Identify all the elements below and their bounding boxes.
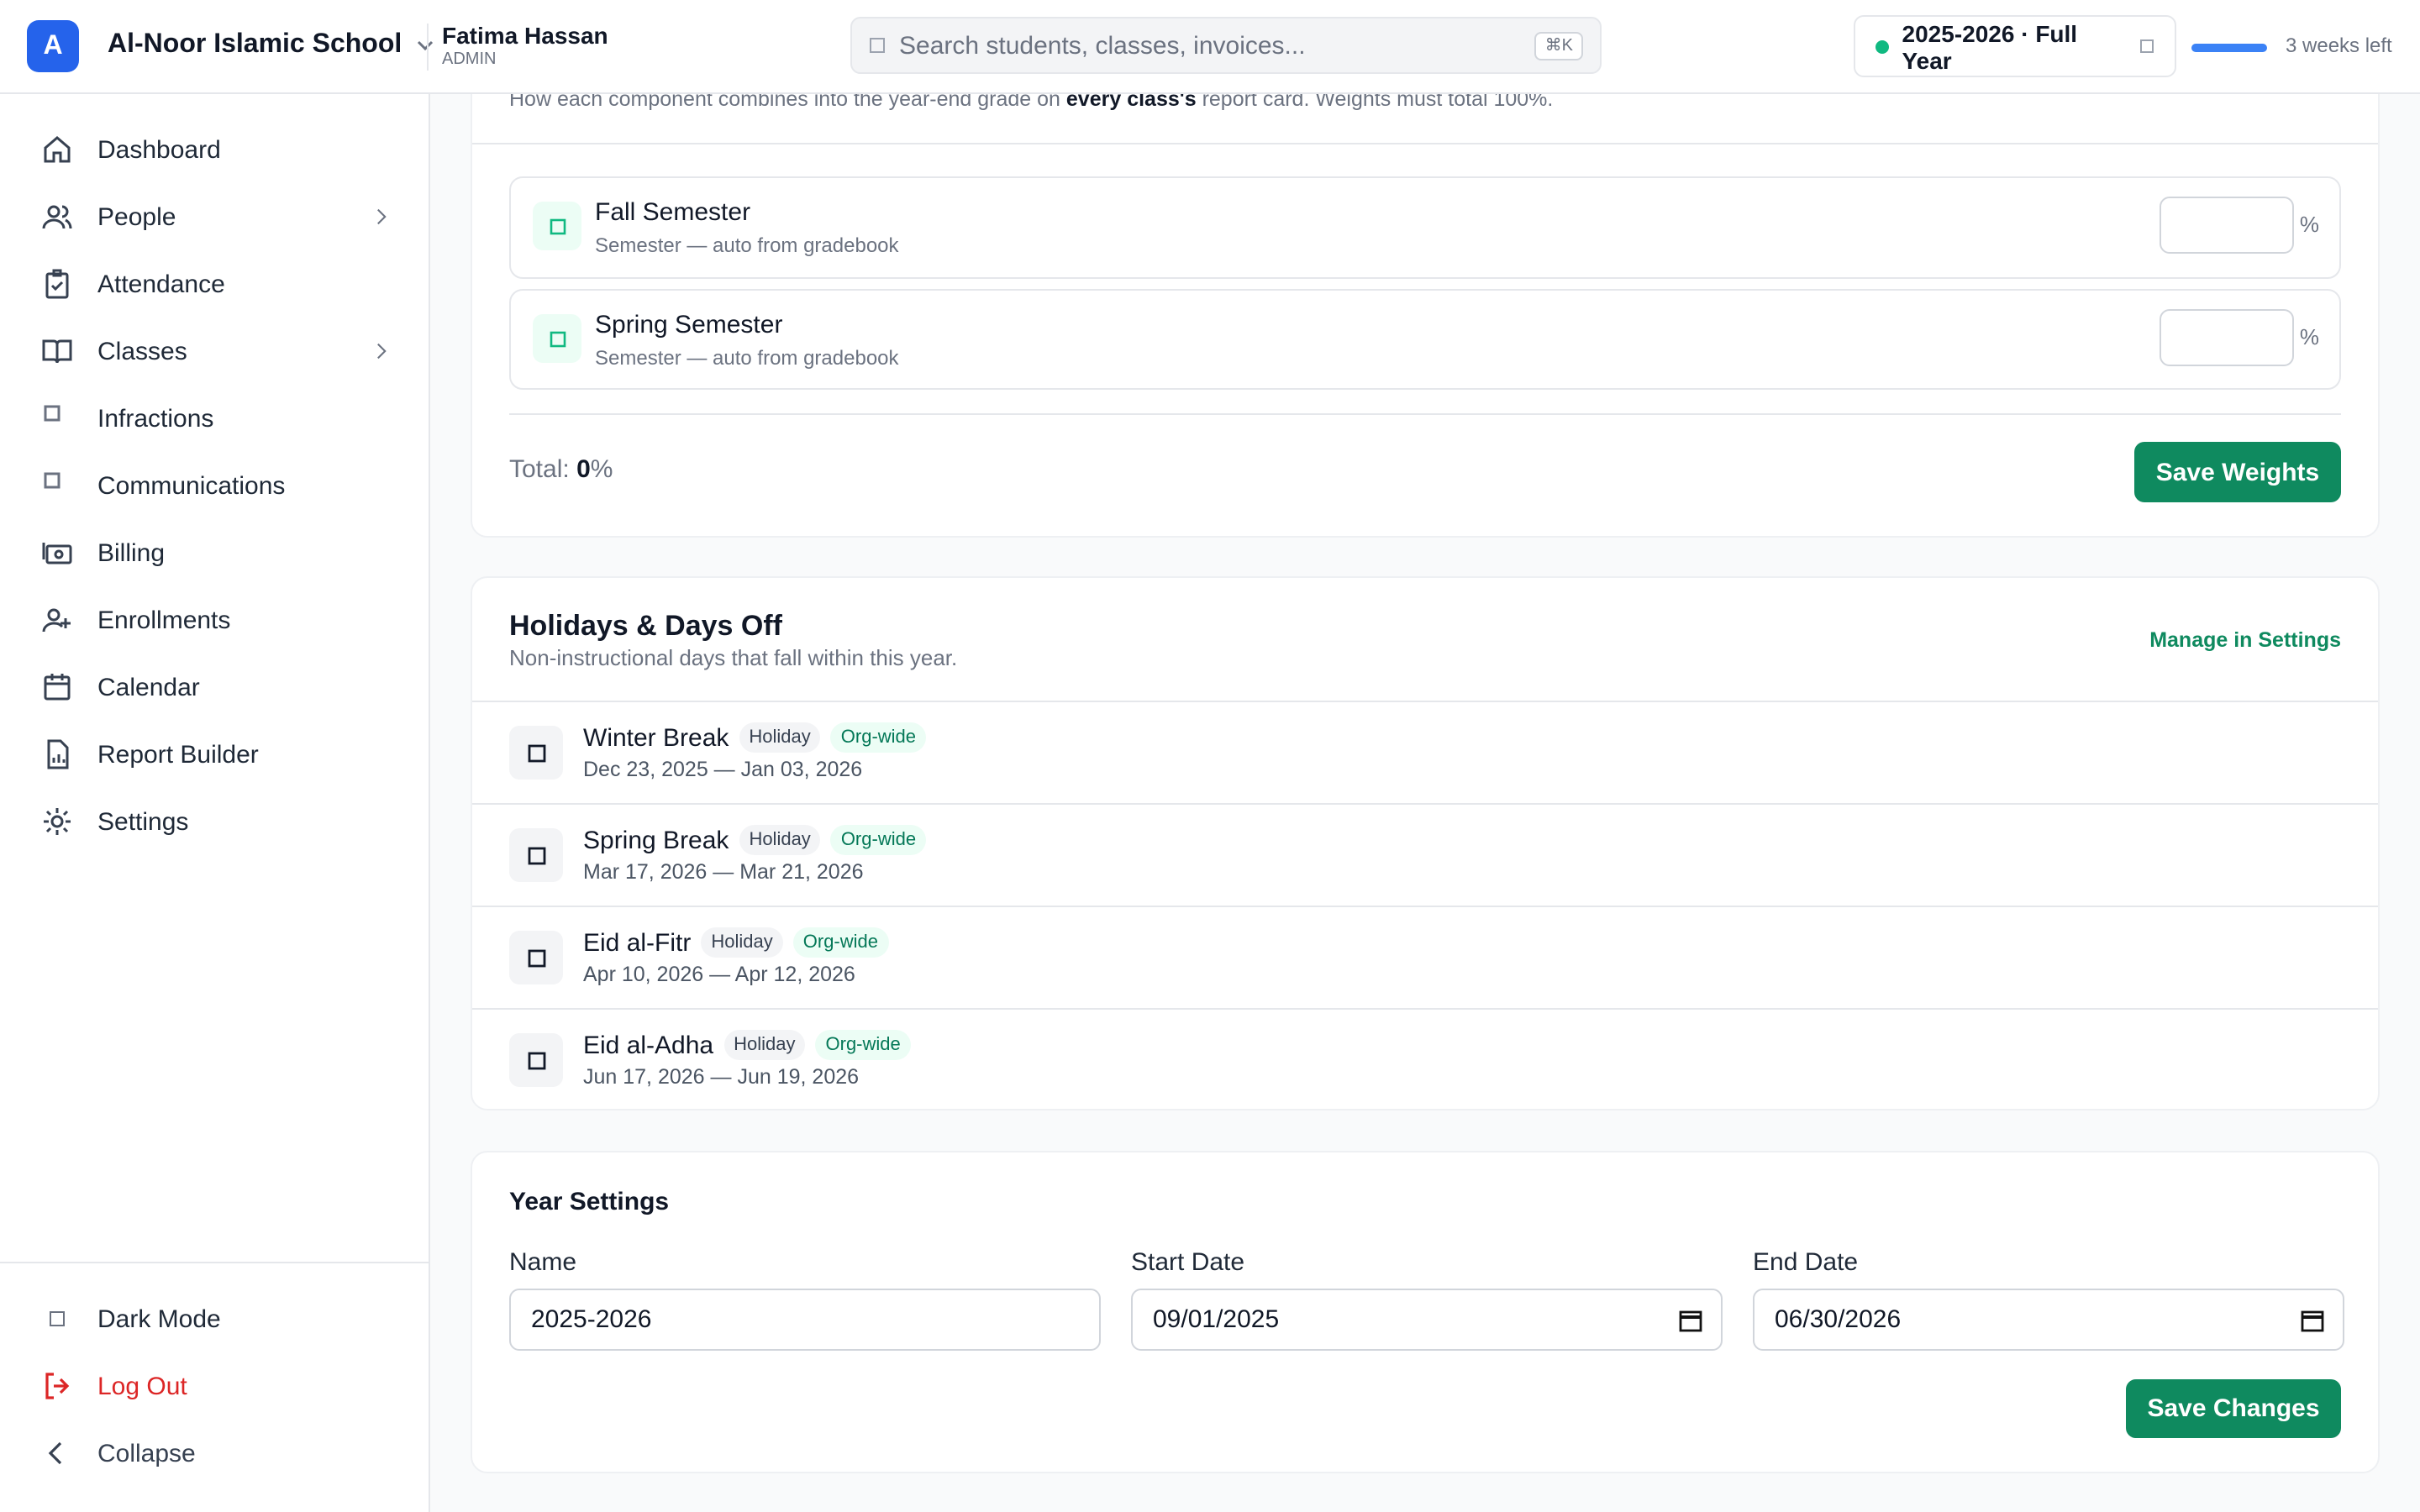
year-settings-card: Year Settings Save Changes Name Start Dat… [471,1151,2380,1473]
logo: A [27,20,79,72]
nav-item[interactable]: Classes [40,331,393,371]
holiday-scope: Org-wide [830,722,927,753]
nav-item[interactable]: Billing [40,533,393,573]
nav-item[interactable]: People [40,197,393,237]
desc-text: report card. Weights must total 100%. [1196,94,1554,111]
manage-link[interactable]: Manage in Settings [2149,628,2341,652]
top-bar: A Al-Noor Islamic School Fatima Hassan A… [0,0,2420,94]
nav-label: Dashboard [97,135,221,164]
nav-item[interactable]: Dashboard [40,129,393,170]
component-name: Fall Semester [595,198,751,227]
shortcut: ⌘K [1534,31,1583,60]
description: How each component combines into the yea… [509,94,1553,111]
collapse-label: Collapse [97,1439,196,1467]
field-label: Start Date [1131,1248,1245,1277]
nav-item[interactable]: Enrollments [40,600,393,640]
holiday-scope: Org-wide [792,927,888,958]
holiday-name: Eid al-Adha [583,1031,714,1059]
search-box[interactable]: Search students, classes, invoices... ⌘K [850,17,1602,74]
field-input[interactable] [509,1289,1101,1351]
nav-label: Settings [97,807,189,836]
holiday-scope: Org-wide [830,825,927,855]
year-label: 2025-2026 · Full Year [1902,19,2078,73]
holidays-subtitle: Non-instructional days that fall within … [509,645,958,670]
dark-mode[interactable]: Dark Mode [40,1299,221,1339]
holiday-type: Holiday [739,825,821,855]
desc-bold: every class's [1065,94,1197,111]
year-settings-title: Year Settings [509,1188,670,1216]
nav-label: People [97,202,176,231]
nav-label: Calendar [97,673,200,701]
nav-item[interactable]: Calendar [40,667,393,707]
percent: % [2299,212,2319,237]
holiday-row: Winter Break Holiday Org-wide Dec 23, 2025… [472,702,2378,805]
weight-input[interactable] [2160,309,2294,366]
calendar-icon [1679,1310,1702,1332]
holidays-title: Holidays & Days Off [509,610,782,642]
weight-row: Spring Semester Semester — auto from gra… [509,289,2341,390]
holiday-scope: Org-wide [815,1030,911,1060]
nav-item[interactable]: Communications [40,465,393,506]
calendar-icon [2301,1310,2324,1332]
log-out[interactable]: Log Out [40,1366,187,1406]
holiday-row: Eid al-Fitr Holiday Org-wide Apr 10, 2026 … [472,907,2378,1010]
holidays-card: Holidays & Days Off Non-instructional da… [471,576,2380,1110]
holiday-name: Winter Break [583,723,729,752]
save-changes[interactable]: Save Changes [2126,1379,2341,1438]
nav-item[interactable]: Attendance [40,264,393,304]
nav-item[interactable]: Report Builder [40,734,393,774]
holiday-type: Holiday [723,1030,806,1060]
nav-label: Communications [97,471,286,500]
user-role: ADMIN [442,50,497,69]
holiday-row: Spring Break Holiday Org-wide Mar 17, 2026… [472,805,2378,907]
desc-text: How each component combines into the yea… [509,94,1066,111]
year-pill[interactable]: 2025-2026 · Full Year [1854,15,2176,77]
component-detail: Semester — auto from gradebook [595,234,899,257]
sidebar: Dark Mode Log Out Collapse Dashboard Peop… [0,92,430,1512]
holiday-dates: Mar 17, 2026 — Mar 21, 2026 [583,860,864,884]
nav-item[interactable]: Settings [40,801,393,842]
time-left: 3 weeks left [2286,34,2392,57]
component-name: Spring Semester [595,311,783,339]
save-weights[interactable]: Save Weights [2134,442,2341,502]
holiday-name: Spring Break [583,826,729,854]
holiday-row: Eid al-Adha Holiday Org-wide Jun 17, 2026 … [472,1010,2378,1110]
nav-label: Classes [97,337,187,365]
holiday-type: Holiday [701,927,783,958]
field-label: End Date [1753,1248,1859,1277]
holiday-dates: Jun 17, 2026 — Jun 19, 2026 [583,1065,860,1089]
weight-input[interactable] [2160,197,2294,254]
field-input[interactable] [1753,1289,2344,1351]
component-detail: Semester — auto from gradebook [595,346,899,370]
holiday-dates: Apr 10, 2026 — Apr 12, 2026 [583,963,855,986]
school-switcher[interactable]: Al-Noor Islamic School [108,30,435,60]
nav-label: Report Builder [97,740,259,769]
holiday-dates: Dec 23, 2025 — Jan 03, 2026 [583,758,863,781]
holiday-type: Holiday [739,722,821,753]
field-label: Name [509,1248,577,1277]
nav-item[interactable]: Infractions [40,398,393,438]
weight-row: Fall Semester Semester — auto from grade… [509,176,2341,279]
total-value: 0 [576,455,591,484]
main-content: How each component combines into the yea… [430,94,2420,1512]
nav-label: Attendance [97,270,225,298]
percent: % [590,455,613,484]
school-name: Al-Noor Islamic School [108,30,402,59]
grade-weights-card: How each component combines into the yea… [471,94,2380,538]
nav-label: Enrollments [97,606,231,634]
user-name: Fatima Hassan [442,22,608,49]
search-placeholder: Search students, classes, invoices... [899,31,1306,60]
field-input[interactable] [1131,1289,1723,1351]
holiday-name: Eid al-Fitr [583,928,692,957]
total-label: Total: [509,455,577,484]
collapse[interactable]: Collapse [40,1433,196,1473]
nav-label: Billing [97,538,166,567]
log-out-label: Log Out [97,1372,187,1400]
total: Total: 0% [509,455,613,484]
percent: % [2299,324,2319,349]
dark-mode-label: Dark Mode [97,1305,221,1333]
nav-label: Infractions [97,404,214,433]
